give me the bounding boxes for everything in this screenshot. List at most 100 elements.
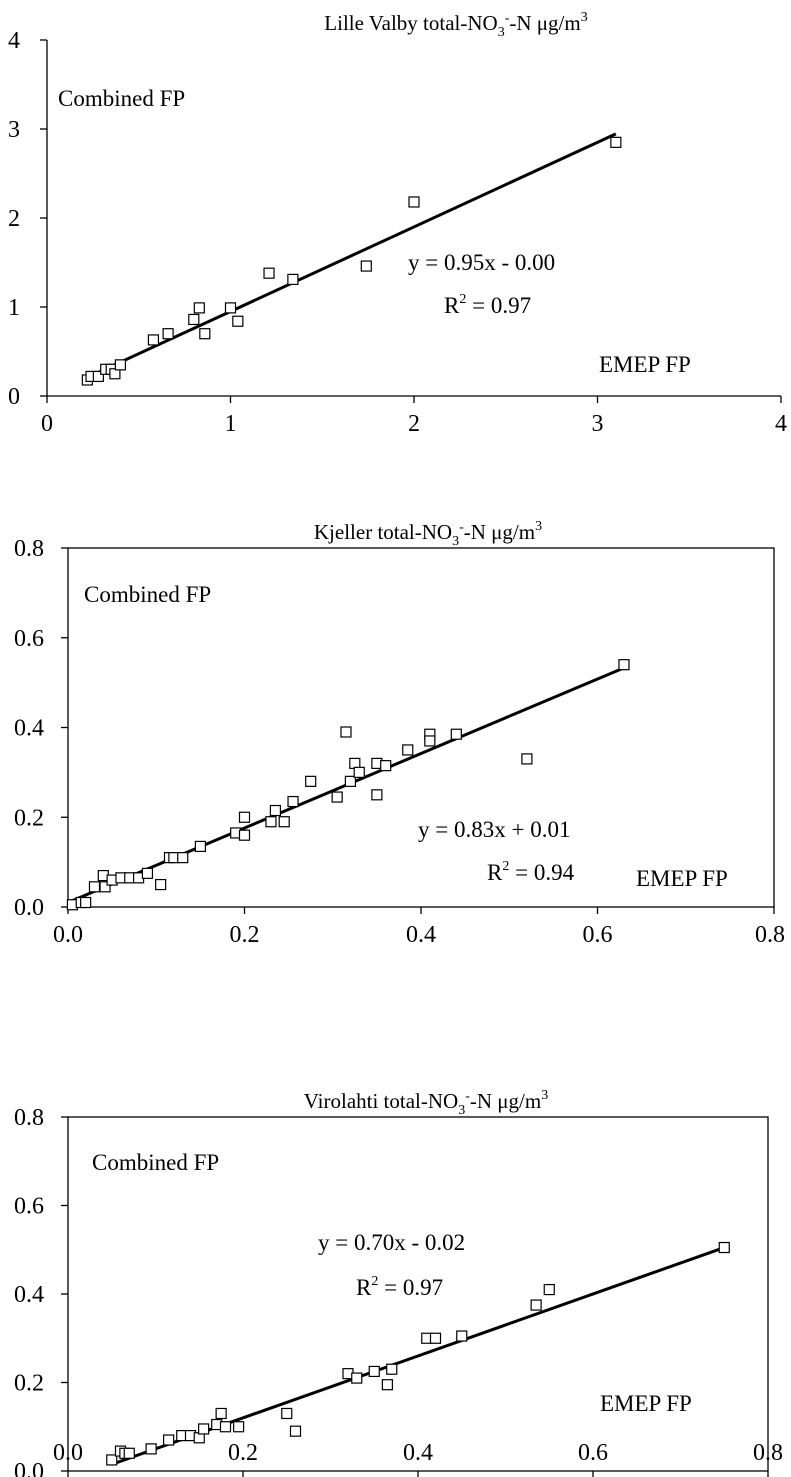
y-tick-label: 0.4 bbox=[14, 1282, 44, 1308]
x-tick-label: 0.6 bbox=[583, 922, 613, 948]
data-point bbox=[269, 804, 281, 817]
x-axis-ticks: 0 1 2 3 4 bbox=[41, 396, 787, 437]
data-point bbox=[353, 766, 365, 778]
data-point bbox=[408, 196, 420, 208]
x-tick-label: 0.6 bbox=[578, 1440, 608, 1466]
data-point bbox=[232, 315, 244, 327]
data-point bbox=[371, 789, 383, 801]
chart-virolahti: Virolahti total-NO3--N μg/m3 0.00.20.40.… bbox=[14, 1088, 783, 1477]
r-squared: R2 = 0.97 bbox=[356, 1274, 443, 1300]
y-tick-label: 0.8 bbox=[14, 1105, 44, 1131]
data-point bbox=[198, 1423, 210, 1435]
data-point bbox=[194, 840, 206, 853]
data-point bbox=[163, 1434, 175, 1446]
data-point bbox=[265, 816, 277, 828]
x-tick-label: 0 bbox=[41, 411, 53, 437]
data-point bbox=[344, 775, 356, 787]
data-point bbox=[141, 867, 154, 879]
chart-title: Virolahti total-NO3--N μg/m3 bbox=[304, 1088, 548, 1118]
x-tick-label: 0.4 bbox=[406, 922, 436, 948]
data-point bbox=[145, 1443, 157, 1455]
data-point bbox=[238, 811, 251, 823]
data-point bbox=[380, 760, 392, 772]
y-tick-label: 0.0 bbox=[14, 895, 44, 921]
chart-lille-valby: Lille Valby total-NO3--N μg/m3 0 1 2 3 4 0 1 2… bbox=[8, 10, 787, 437]
y-axis-ticks: 0 1 2 3 4 bbox=[8, 28, 47, 410]
data-point bbox=[456, 1330, 468, 1342]
y-axis-note: Combined FP bbox=[58, 86, 185, 111]
r-squared: R2 = 0.94 bbox=[487, 859, 575, 885]
data-point bbox=[368, 1365, 380, 1378]
data-point bbox=[718, 1241, 730, 1254]
y-tick-label: 0.6 bbox=[14, 1194, 44, 1220]
y-axis-note: Combined FP bbox=[92, 1150, 219, 1175]
data-point bbox=[287, 795, 299, 808]
data-point bbox=[424, 735, 436, 747]
data-point bbox=[92, 370, 104, 383]
x-tick-label: 2 bbox=[408, 411, 420, 437]
y-axis-ticks: 0.0 0.2 0.4 0.6 0.8 bbox=[14, 536, 68, 921]
data-point bbox=[450, 728, 462, 740]
data-point bbox=[530, 1299, 542, 1311]
x-tick-label: 0.0 bbox=[53, 1440, 83, 1466]
y-tick-label: 4 bbox=[8, 28, 20, 54]
data-point bbox=[219, 1421, 232, 1433]
data-point bbox=[80, 896, 92, 909]
y-tick-label: 0.6 bbox=[14, 626, 44, 652]
regression-equation: y = 0.70x - 0.02 bbox=[318, 1230, 465, 1255]
trendline bbox=[86, 132, 617, 379]
data-point bbox=[263, 267, 275, 279]
x-axis-note: EMEP FP bbox=[636, 866, 728, 891]
data-point bbox=[199, 328, 211, 340]
data-points bbox=[66, 659, 630, 911]
x-axis-ticks: 0.0 0.2 0.4 0.6 0.8 bbox=[53, 907, 785, 948]
y-axis-ticks: 0.0 0.2 0.4 0.6 0.8 bbox=[14, 1105, 68, 1477]
x-tick-label: 4 bbox=[775, 411, 787, 437]
data-point bbox=[238, 829, 251, 841]
x-tick-label: 3 bbox=[592, 411, 604, 437]
chart-title: Kjeller total-NO3--N μg/m3 bbox=[314, 519, 542, 549]
data-point bbox=[193, 302, 205, 314]
data-point bbox=[289, 1425, 302, 1437]
data-point bbox=[114, 359, 127, 371]
data-point bbox=[340, 726, 352, 738]
x-tick-label: 0.8 bbox=[755, 922, 785, 948]
data-point bbox=[386, 1363, 398, 1375]
data-point bbox=[351, 1372, 363, 1384]
data-point bbox=[177, 852, 189, 864]
x-axis-note: EMEP FP bbox=[599, 352, 691, 377]
y-tick-label: 0 bbox=[8, 384, 20, 410]
data-point bbox=[188, 313, 200, 326]
y-tick-label: 0.2 bbox=[14, 1371, 44, 1397]
data-point bbox=[99, 881, 111, 893]
x-axis-ticks: 0.0 0.2 0.4 0.6 0.8 bbox=[53, 1440, 783, 1477]
data-points bbox=[81, 136, 622, 386]
data-point bbox=[278, 816, 290, 828]
data-point bbox=[233, 1421, 245, 1433]
x-tick-label: 0.2 bbox=[230, 922, 260, 948]
data-point bbox=[215, 1407, 227, 1420]
data-point bbox=[543, 1283, 555, 1296]
x-tick-label: 0.8 bbox=[753, 1440, 783, 1466]
chart-kjeller: Kjeller total-NO3--N μg/m3 0.00.20.40.60… bbox=[14, 519, 785, 948]
y-tick-label: 0.8 bbox=[14, 536, 44, 562]
data-point bbox=[106, 1454, 118, 1466]
chart-title: Lille Valby total-NO3--N μg/m3 bbox=[324, 10, 587, 40]
data-point bbox=[331, 791, 343, 803]
y-tick-label: 0.0 bbox=[14, 1459, 44, 1477]
data-point bbox=[610, 136, 622, 148]
y-tick-label: 0.4 bbox=[14, 716, 44, 742]
data-point bbox=[618, 659, 630, 671]
data-points bbox=[106, 1241, 730, 1466]
data-point bbox=[402, 744, 414, 756]
r-squared: R2 = 0.97 bbox=[444, 292, 531, 318]
y-tick-label: 3 bbox=[8, 117, 20, 143]
data-point bbox=[429, 1332, 442, 1344]
data-point bbox=[281, 1407, 293, 1420]
data-point bbox=[123, 1447, 135, 1459]
data-point bbox=[155, 878, 167, 891]
y-tick-label: 0.2 bbox=[14, 805, 44, 831]
y-tick-label: 2 bbox=[8, 206, 20, 232]
data-point bbox=[381, 1379, 393, 1391]
